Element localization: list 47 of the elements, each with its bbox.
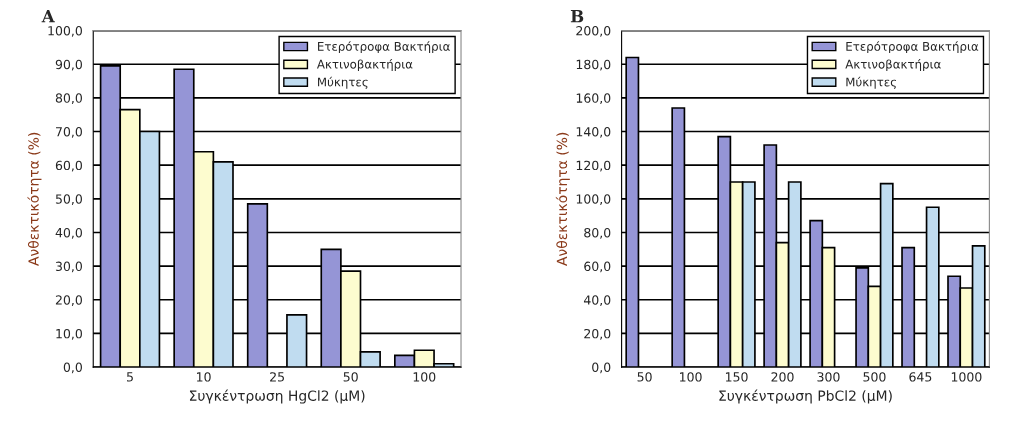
x-tick-label: 100 xyxy=(680,372,702,382)
x-tick-label: 100 xyxy=(413,372,436,382)
y-axis-title: Ανθεκτικότητα (%) xyxy=(27,132,42,266)
y-tick-label: 200,0 xyxy=(576,26,611,37)
y-tick-label: 40,0 xyxy=(583,295,611,306)
y-axis-title: Ανθεκτικότητα (%) xyxy=(555,132,570,266)
legend-label: Μύκητες xyxy=(318,76,368,89)
chart-title: A xyxy=(41,10,55,23)
x-tick-label: 645 xyxy=(909,372,932,382)
y-tick-label: 100,0 xyxy=(48,26,82,37)
y-tick-label: 10,0 xyxy=(56,328,82,340)
y-tick-label: 60,0 xyxy=(55,160,82,172)
x-tick-label: 300 xyxy=(817,372,840,382)
y-tick-label: 50,0 xyxy=(55,194,82,206)
y-tick-label: 40,0 xyxy=(55,227,82,239)
x-axis-title: Συγκέντρωση HgCl2 (μM) xyxy=(189,389,365,404)
y-tick-label: 90,0 xyxy=(55,59,82,71)
x-tick-label: 500 xyxy=(863,372,886,382)
legend-label: Μύκητες xyxy=(846,76,896,89)
chart-title: B xyxy=(570,10,584,23)
y-tick-label: 20,0 xyxy=(55,295,82,306)
x-axis-title: Συγκέντρωση PbCl2 (μM) xyxy=(719,389,892,404)
legend-label: Ετερότροφα Βακτήρια xyxy=(846,41,979,54)
y-tick-label: 80,0 xyxy=(584,227,611,239)
y-tick-label: 70,0 xyxy=(56,127,82,138)
x-tick-label: 25 xyxy=(270,372,284,382)
y-tick-label: 120,0 xyxy=(576,160,611,172)
y-tick-label: 30,0 xyxy=(55,261,82,273)
x-tick-label: 1000 xyxy=(951,372,982,382)
y-tick-label: 140,0 xyxy=(576,127,611,138)
legend-label: Ακτινοβακτήρια xyxy=(316,59,413,71)
x-tick-label: 200 xyxy=(771,372,794,382)
x-tick-label: 50 xyxy=(637,372,652,382)
x-tick-label: 50 xyxy=(343,372,358,382)
x-tick-label: 150 xyxy=(725,372,748,382)
y-tick-label: 100,0 xyxy=(576,194,611,206)
y-tick-label: 180,0 xyxy=(576,59,611,71)
y-tick-label: 80,0 xyxy=(55,93,82,105)
legend-label: Ετερότροφα Βακτήρια xyxy=(318,41,450,54)
x-tick-label: 5 xyxy=(127,372,133,382)
legend-label: Ακτινοβακτήρια xyxy=(845,59,941,71)
y-tick-label: 60,0 xyxy=(584,261,611,273)
y-tick-label: 0,0 xyxy=(592,362,611,374)
x-tick-label: 10 xyxy=(196,372,211,382)
y-tick-label: 20,0 xyxy=(584,328,611,340)
y-tick-label: 0,0 xyxy=(63,362,82,374)
y-tick-label: 160,0 xyxy=(576,93,611,105)
